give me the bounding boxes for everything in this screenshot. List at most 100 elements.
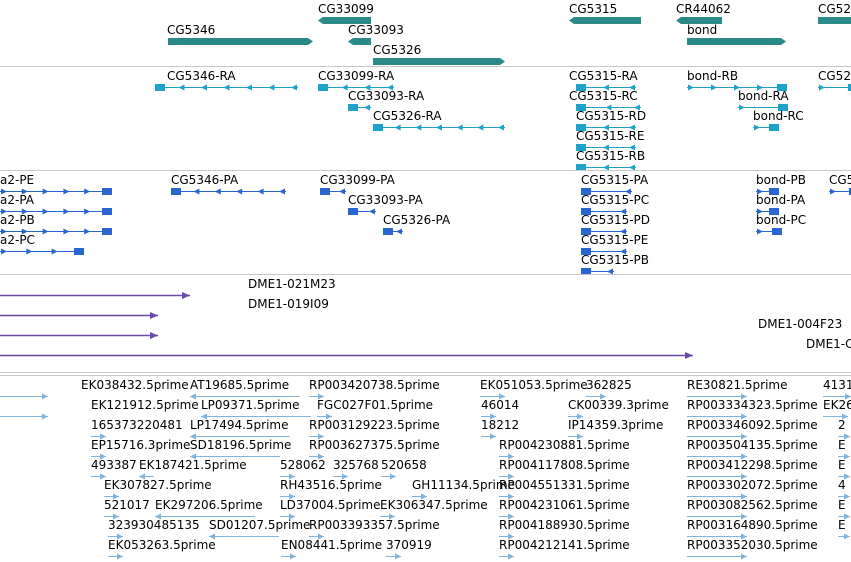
est-glyph[interactable] (104, 493, 119, 500)
est-glyph[interactable] (838, 473, 850, 480)
est-glyph[interactable] (687, 473, 747, 480)
feature-glyph[interactable] (320, 187, 346, 196)
transcript-glyph[interactable] (0, 188, 112, 195)
est-glyph[interactable] (412, 493, 427, 500)
est-glyph[interactable] (568, 413, 583, 420)
feature-glyph[interactable] (280, 492, 295, 501)
feature-glyph[interactable] (481, 412, 496, 421)
feature-glyph[interactable] (309, 392, 324, 401)
transcript-glyph[interactable] (0, 228, 112, 235)
est-glyph[interactable] (280, 493, 295, 500)
feature-glyph[interactable] (756, 227, 782, 236)
feature-glyph[interactable] (139, 472, 154, 481)
feature-glyph[interactable] (317, 412, 332, 421)
est-glyph[interactable] (91, 473, 106, 480)
feature-glyph[interactable] (190, 452, 280, 461)
gene-glyph[interactable] (818, 17, 851, 24)
feature-glyph[interactable] (168, 37, 313, 46)
est-glyph[interactable] (190, 433, 290, 440)
feature-glyph[interactable] (0, 331, 158, 340)
est-glyph[interactable] (190, 393, 300, 400)
feature-glyph[interactable] (738, 103, 788, 112)
est-glyph[interactable] (499, 473, 514, 480)
feature-glyph[interactable] (499, 492, 514, 501)
est-glyph[interactable] (281, 553, 296, 560)
feature-glyph[interactable] (201, 412, 311, 421)
transcript-glyph[interactable] (373, 124, 505, 131)
feature-glyph[interactable] (581, 207, 627, 216)
feature-glyph[interactable] (0, 227, 112, 236)
feature-glyph[interactable] (412, 492, 427, 501)
feature-glyph[interactable] (318, 16, 371, 25)
est-glyph[interactable] (499, 533, 514, 540)
feature-glyph[interactable] (309, 432, 324, 441)
feature-glyph[interactable] (823, 412, 848, 421)
feature-glyph[interactable] (333, 472, 348, 481)
feature-glyph[interactable] (687, 37, 786, 46)
feature-glyph[interactable] (309, 452, 324, 461)
est-glyph[interactable] (309, 453, 324, 460)
est-glyph[interactable] (838, 453, 850, 460)
clone-glyph[interactable] (0, 332, 158, 339)
est-glyph[interactable] (838, 513, 850, 520)
transcript-glyph[interactable] (753, 124, 779, 131)
feature-glyph[interactable] (818, 16, 851, 25)
gene-glyph[interactable] (569, 17, 641, 24)
est-glyph[interactable] (823, 413, 848, 420)
est-glyph[interactable] (480, 393, 505, 400)
feature-glyph[interactable] (581, 227, 627, 236)
feature-glyph[interactable] (155, 512, 255, 521)
feature-glyph[interactable] (687, 83, 787, 92)
transcript-glyph[interactable] (581, 228, 627, 235)
transcript-glyph[interactable] (581, 268, 614, 274)
feature-glyph[interactable] (581, 267, 614, 274)
transcript-glyph[interactable] (581, 188, 632, 195)
est-glyph[interactable] (104, 513, 119, 520)
feature-glyph[interactable] (499, 552, 514, 561)
feature-glyph[interactable] (576, 103, 641, 112)
gene-glyph[interactable] (168, 38, 313, 45)
feature-glyph[interactable] (480, 392, 505, 401)
est-glyph[interactable] (481, 433, 496, 440)
est-glyph[interactable] (317, 413, 332, 420)
transcript-glyph[interactable] (576, 164, 636, 170)
est-glyph[interactable] (309, 433, 324, 440)
transcript-glyph[interactable] (171, 188, 286, 195)
est-glyph[interactable] (838, 433, 850, 440)
feature-glyph[interactable] (309, 532, 324, 541)
feature-glyph[interactable] (348, 103, 371, 112)
feature-glyph[interactable] (481, 432, 496, 441)
feature-glyph[interactable] (838, 512, 850, 521)
feature-glyph[interactable] (756, 207, 779, 216)
feature-glyph[interactable] (838, 452, 850, 461)
feature-glyph[interactable] (386, 552, 401, 561)
feature-glyph[interactable] (0, 311, 158, 320)
feature-glyph[interactable] (569, 16, 641, 25)
est-glyph[interactable] (687, 493, 747, 500)
feature-glyph[interactable] (209, 532, 279, 541)
gene-glyph[interactable] (676, 17, 722, 24)
feature-glyph[interactable] (838, 432, 850, 441)
est-glyph[interactable] (568, 433, 583, 440)
transcript-glyph[interactable] (348, 104, 371, 111)
feature-glyph[interactable] (756, 187, 779, 196)
feature-glyph[interactable] (348, 207, 376, 216)
feature-glyph[interactable] (499, 452, 514, 461)
feature-glyph[interactable] (91, 452, 106, 461)
feature-glyph[interactable] (0, 392, 48, 401)
feature-glyph[interactable] (576, 143, 636, 152)
feature-glyph[interactable] (104, 512, 119, 521)
est-glyph[interactable] (687, 513, 747, 520)
gene-glyph[interactable] (318, 17, 371, 24)
feature-glyph[interactable] (687, 432, 747, 441)
clone-glyph[interactable] (0, 292, 190, 299)
est-glyph[interactable] (0, 393, 48, 400)
feature-glyph[interactable] (108, 532, 123, 541)
feature-glyph[interactable] (586, 392, 606, 401)
feature-glyph[interactable] (687, 512, 747, 521)
est-glyph[interactable] (687, 553, 747, 560)
est-glyph[interactable] (838, 533, 850, 540)
est-glyph[interactable] (309, 533, 324, 540)
transcript-glyph[interactable] (576, 84, 636, 91)
feature-glyph[interactable] (0, 291, 190, 300)
